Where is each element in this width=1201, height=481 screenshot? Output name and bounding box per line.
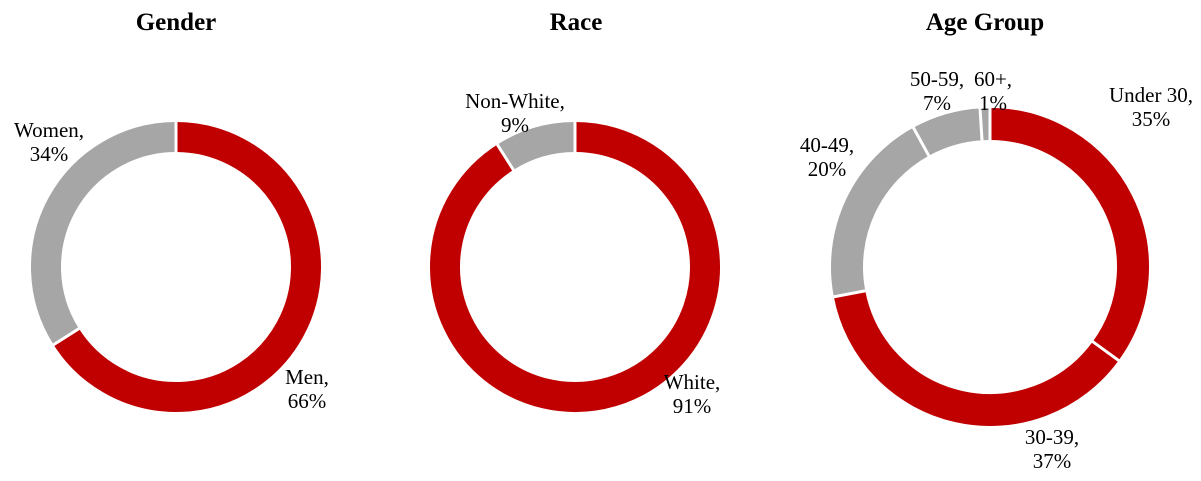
slice-label-men: Men, 66% bbox=[285, 365, 329, 413]
donut-slice-under-30 bbox=[989, 108, 1149, 361]
donut-slice-men bbox=[53, 122, 321, 412]
chart-title: Gender bbox=[135, 9, 217, 36]
slice-separator bbox=[978, 107, 984, 142]
age-group-donut: Under 30, 35% 30-39, 37% 40-49, 20% 50-59, 7%60… bbox=[800, 67, 1193, 473]
donut-slice-30-39 bbox=[833, 290, 1119, 426]
gender-chart: Gender Men, 66% Women, 34% bbox=[0, 0, 352, 481]
donut-slice-women bbox=[31, 122, 177, 345]
chart-title: Race bbox=[549, 9, 603, 36]
slice-separator bbox=[832, 289, 867, 299]
slice-separator bbox=[495, 142, 516, 172]
slice-label-non-white: Non-White, 9% bbox=[465, 89, 565, 137]
slice-separator bbox=[1091, 339, 1121, 363]
slice-label-under-30: Under 30, 35% bbox=[1109, 83, 1193, 131]
age-group-chart: Age Group Under 30, 35% 30-39, 37% 40-49, 20%… bbox=[800, 0, 1193, 481]
slice-label-60-: 60+, 1% bbox=[974, 67, 1012, 115]
donut-slice-white bbox=[430, 122, 720, 412]
slice-label-white: White, 91% bbox=[664, 370, 721, 418]
slice-label-women: Women, 34% bbox=[14, 118, 84, 166]
race-donut: White, 91% Non-White, 9% bbox=[430, 89, 721, 418]
slice-separator bbox=[51, 326, 81, 347]
slice-separator bbox=[911, 126, 931, 158]
donut-slice-40-49 bbox=[831, 127, 930, 297]
slice-label-30-39: 30-39, 37% bbox=[1025, 425, 1079, 473]
donut-slice-non-white bbox=[497, 122, 576, 171]
slice-label-50-59: 50-59, 7% bbox=[910, 67, 964, 115]
race-chart: Race White, 91% Non-White, 9% bbox=[400, 0, 752, 481]
donut-slice-50-59 bbox=[913, 108, 983, 156]
gender-donut: Men, 66% Women, 34% bbox=[14, 118, 329, 413]
chart-title: Age Group bbox=[925, 9, 1045, 36]
slice-label-40-49: 40-49, 20% bbox=[800, 133, 854, 181]
